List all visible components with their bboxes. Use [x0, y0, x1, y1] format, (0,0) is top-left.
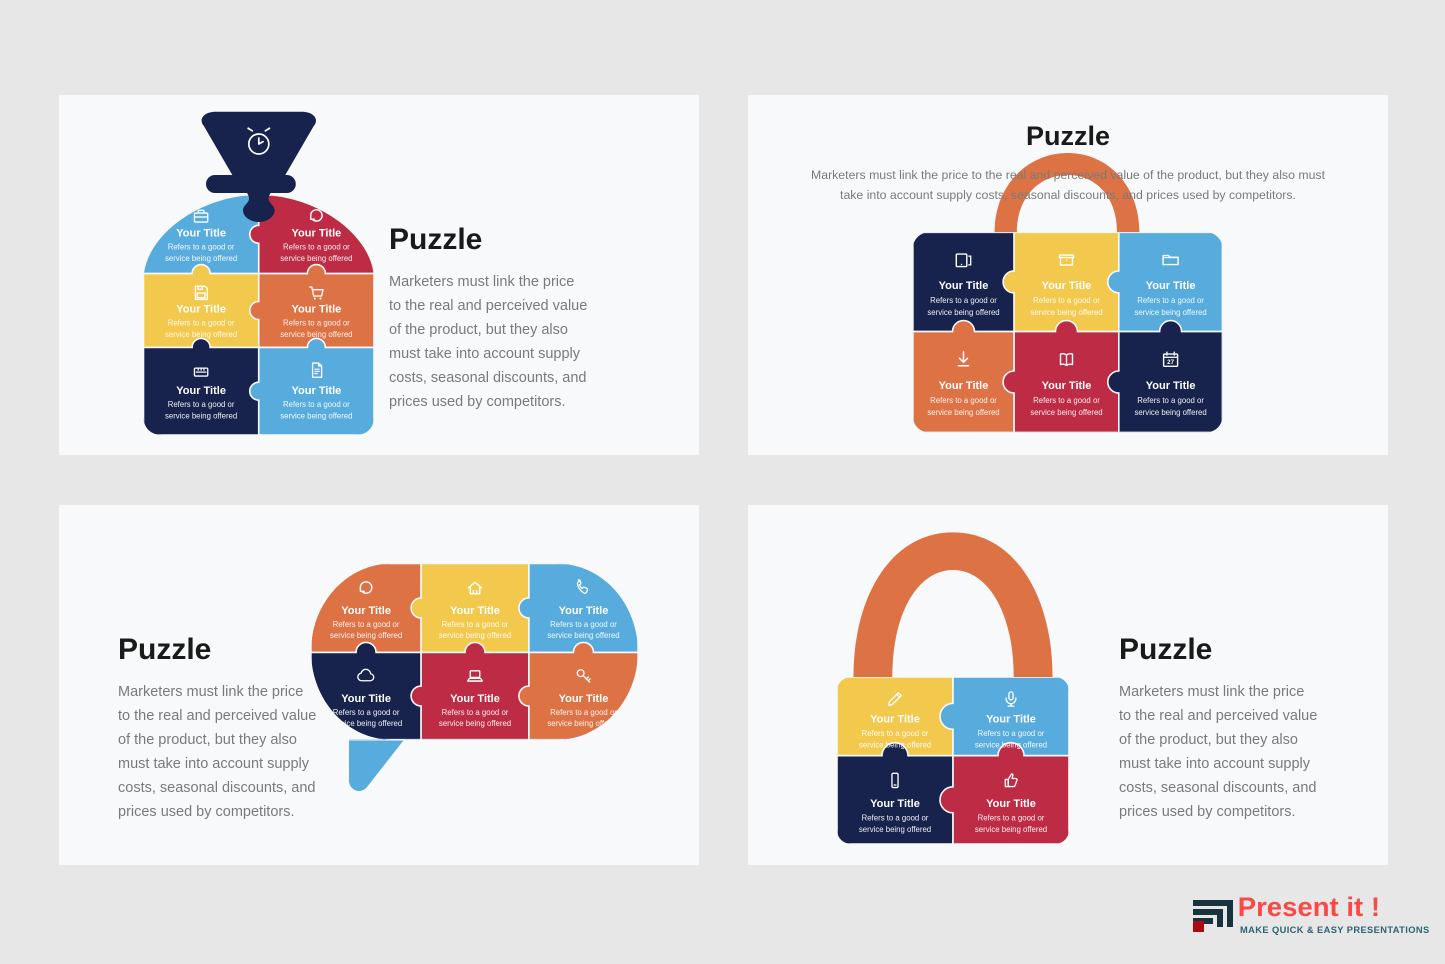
svg-text:Refers to a good or: Refers to a good or — [550, 620, 617, 629]
svg-text:Your Title: Your Title — [559, 605, 609, 617]
svg-text:Your Title: Your Title — [939, 280, 989, 292]
svg-text:Refers to a good or: Refers to a good or — [862, 813, 929, 822]
svg-text:service being offered: service being offered — [165, 330, 237, 339]
svg-text:Your Title: Your Title — [176, 385, 226, 397]
svg-text:Your Title: Your Title — [450, 693, 500, 705]
svg-text:service being offered: service being offered — [439, 631, 511, 640]
svg-text:Your Title: Your Title — [559, 693, 609, 705]
svg-text:Your Title: Your Title — [176, 228, 226, 240]
svg-text:Your Title: Your Title — [292, 385, 342, 397]
svg-text:Refers to a good or: Refers to a good or — [862, 729, 929, 738]
svg-text:service being offered: service being offered — [1134, 308, 1206, 317]
svg-text:service being offered: service being offered — [547, 719, 619, 728]
svg-text:Refers to a good or: Refers to a good or — [442, 708, 509, 717]
svg-text:Your Title: Your Title — [939, 380, 989, 392]
svg-text:Refers to a good or: Refers to a good or — [930, 296, 997, 305]
svg-text:service being offered: service being offered — [280, 411, 352, 420]
svg-text:service being offered: service being offered — [439, 719, 511, 728]
svg-text:Refers to a good or: Refers to a good or — [1137, 396, 1204, 405]
svg-text:Your Title: Your Title — [1146, 280, 1196, 292]
svg-text:Your Title: Your Title — [1146, 380, 1196, 392]
svg-text:service being offered: service being offered — [165, 254, 237, 263]
svg-text:service being offered: service being offered — [927, 308, 999, 317]
svg-text:Refers to a good or: Refers to a good or — [168, 319, 235, 328]
svg-text:Refers to a good or: Refers to a good or — [168, 243, 235, 252]
svg-text:Refers to a good or: Refers to a good or — [283, 319, 350, 328]
svg-text:Your Title: Your Title — [870, 714, 920, 726]
svg-text:Your Title: Your Title — [986, 798, 1036, 810]
svg-text:Your Title: Your Title — [1042, 280, 1092, 292]
svg-text:Refers to a good or: Refers to a good or — [978, 813, 1045, 822]
svg-text:Your Title: Your Title — [450, 605, 500, 617]
svg-text:Your Title: Your Title — [292, 304, 342, 316]
svg-text:27: 27 — [1167, 359, 1174, 366]
svg-text:service being offered: service being offered — [927, 408, 999, 417]
svg-text:service being offered: service being offered — [975, 825, 1047, 834]
svg-text:service being offered: service being offered — [1030, 308, 1102, 317]
svg-text:Refers to a good or: Refers to a good or — [1137, 296, 1204, 305]
svg-text:service being offered: service being offered — [547, 631, 619, 640]
svg-text:service being offered: service being offered — [280, 330, 352, 339]
svg-text:service being offered: service being offered — [1134, 408, 1206, 417]
svg-text:service being offered: service being offered — [859, 741, 931, 750]
svg-text:Refers to a good or: Refers to a good or — [930, 396, 997, 405]
svg-text:Your Title: Your Title — [176, 304, 226, 316]
svg-text:Your Title: Your Title — [870, 798, 920, 810]
svg-text:Refers to a good or: Refers to a good or — [442, 620, 509, 629]
svg-text:Refers to a good or: Refers to a good or — [168, 400, 235, 409]
svg-text:service being offered: service being offered — [1030, 408, 1102, 417]
svg-text:Your Title: Your Title — [1042, 380, 1092, 392]
svg-text:service being offered: service being offered — [280, 254, 352, 263]
svg-text:service being offered: service being offered — [859, 825, 931, 834]
svg-text:Your Title: Your Title — [341, 605, 391, 617]
svg-text:service being offered: service being offered — [975, 741, 1047, 750]
svg-text:Refers to a good or: Refers to a good or — [978, 729, 1045, 738]
svg-text:Your Title: Your Title — [986, 714, 1036, 726]
svg-text:Refers to a good or: Refers to a good or — [1033, 396, 1100, 405]
svg-text:Refers to a good or: Refers to a good or — [550, 708, 617, 717]
svg-text:Refers to a good or: Refers to a good or — [283, 400, 350, 409]
svg-text:Refers to a good or: Refers to a good or — [333, 620, 400, 629]
svg-text:Your Title: Your Title — [292, 228, 342, 240]
svg-text:service being offered: service being offered — [165, 411, 237, 420]
svg-text:Refers to a good or: Refers to a good or — [283, 243, 350, 252]
svg-text:Refers to a good or: Refers to a good or — [1033, 296, 1100, 305]
